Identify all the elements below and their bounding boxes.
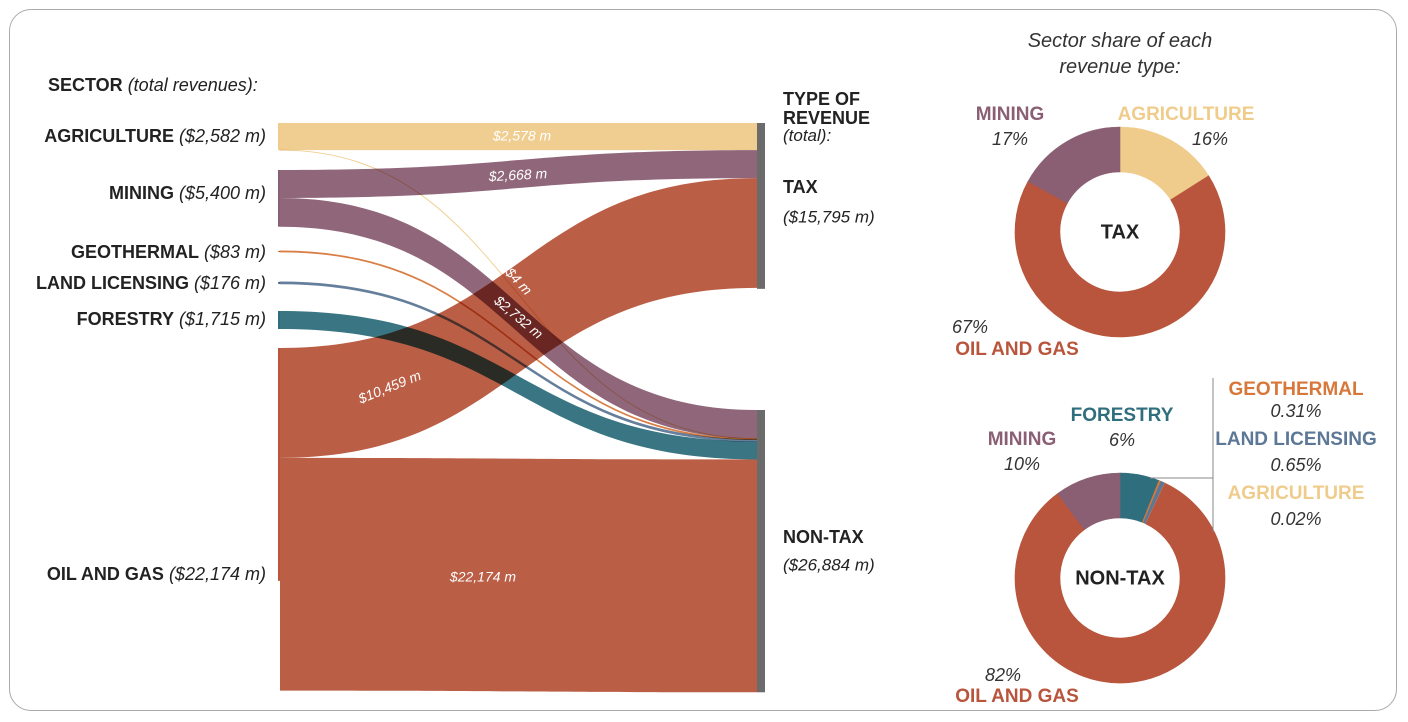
source-label: LAND LICENSING ($176 m) xyxy=(36,273,266,293)
target-name: NON-TAX xyxy=(783,527,864,547)
source-value-label: ($1,715 m) xyxy=(179,309,266,329)
source-name: OIL AND GAS xyxy=(47,564,164,584)
donut-slice xyxy=(1057,472,1121,531)
slice-name: MINING xyxy=(976,104,1045,125)
source-value-label: ($176 m) xyxy=(194,273,266,293)
source-name: LAND LICENSING xyxy=(36,273,189,293)
target-title: TYPE OF REVENUE xyxy=(783,89,871,128)
link-label: $22,174 m xyxy=(449,569,516,585)
slice-name: OIL AND GAS xyxy=(955,339,1079,360)
slice-value-label: 82% xyxy=(985,665,1021,685)
link xyxy=(280,150,757,199)
source-node xyxy=(278,282,280,284)
slice-value-label: 67% xyxy=(952,317,988,337)
slice-name: MINING xyxy=(988,429,1057,450)
source-node xyxy=(278,123,280,151)
target-value-label: ($26,884 m) xyxy=(783,555,875,574)
slice-value-label: 10% xyxy=(1004,454,1040,474)
link-label: $2,668 m xyxy=(487,165,547,184)
link xyxy=(280,198,757,439)
slice-name: AGRICULTURE xyxy=(1228,483,1365,504)
donut-slice xyxy=(1014,175,1226,338)
source-name: GEOTHERMAL xyxy=(71,242,199,262)
donut-slice xyxy=(1014,482,1226,684)
source-label: GEOTHERMAL ($83 m) xyxy=(71,242,266,262)
source-value-label: ($5,400 m) xyxy=(179,183,266,203)
source-label: FORESTRY ($1,715 m) xyxy=(77,309,266,329)
donut-center-label: NON-TAX xyxy=(1075,567,1165,589)
sector-title-note: (total revenues): xyxy=(128,75,258,95)
target-node xyxy=(757,123,765,289)
slice-value-label: 6% xyxy=(1109,430,1135,450)
sector-title: SECTOR (total revenues): xyxy=(48,75,258,95)
slice-name: AGRICULTURE xyxy=(1118,104,1255,125)
slice-value-label: 16% xyxy=(1192,129,1228,149)
source-name: MINING xyxy=(109,183,174,203)
source-name: AGRICULTURE xyxy=(44,126,174,146)
source-node xyxy=(278,348,280,581)
source-value-label: ($83 m) xyxy=(204,242,266,262)
frame xyxy=(9,9,1397,711)
target-node xyxy=(757,410,765,693)
link xyxy=(280,311,757,460)
slice-value-label: 17% xyxy=(992,129,1028,149)
link xyxy=(280,123,757,151)
slice-name: OIL AND GAS xyxy=(955,686,1079,707)
target-name: TAX xyxy=(783,177,818,197)
donut-center-label: TAX xyxy=(1101,221,1140,243)
source-node xyxy=(278,170,280,227)
slice-name: FORESTRY xyxy=(1071,405,1174,426)
slice-value-label: 0.02% xyxy=(1270,509,1321,529)
source-value-label: ($22,174 m) xyxy=(169,564,266,584)
source-name: FORESTRY xyxy=(77,309,174,329)
donut-slice xyxy=(1027,126,1121,204)
sector-title-text: SECTOR xyxy=(48,75,123,95)
link xyxy=(280,457,757,693)
slice-name: LAND LICENSING xyxy=(1215,429,1377,450)
source-label: OIL AND GAS ($22,174 m) xyxy=(47,564,266,584)
source-label: AGRICULTURE ($2,582 m) xyxy=(44,126,266,146)
source-node xyxy=(278,251,280,252)
slice-name: GEOTHERMAL xyxy=(1228,379,1364,400)
source-node xyxy=(278,311,280,330)
target-value-label: ($15,795 m) xyxy=(783,207,875,226)
link-label: $2,578 m xyxy=(492,128,552,144)
slice-value-label: 0.31% xyxy=(1270,401,1321,421)
slice-value-label: 0.65% xyxy=(1270,455,1321,475)
pie-title: Sector share of each revenue type: xyxy=(1027,30,1213,78)
target-note: (total): xyxy=(783,126,832,145)
source-value-label: ($2,582 m) xyxy=(179,126,266,146)
source-label: MINING ($5,400 m) xyxy=(109,183,266,203)
